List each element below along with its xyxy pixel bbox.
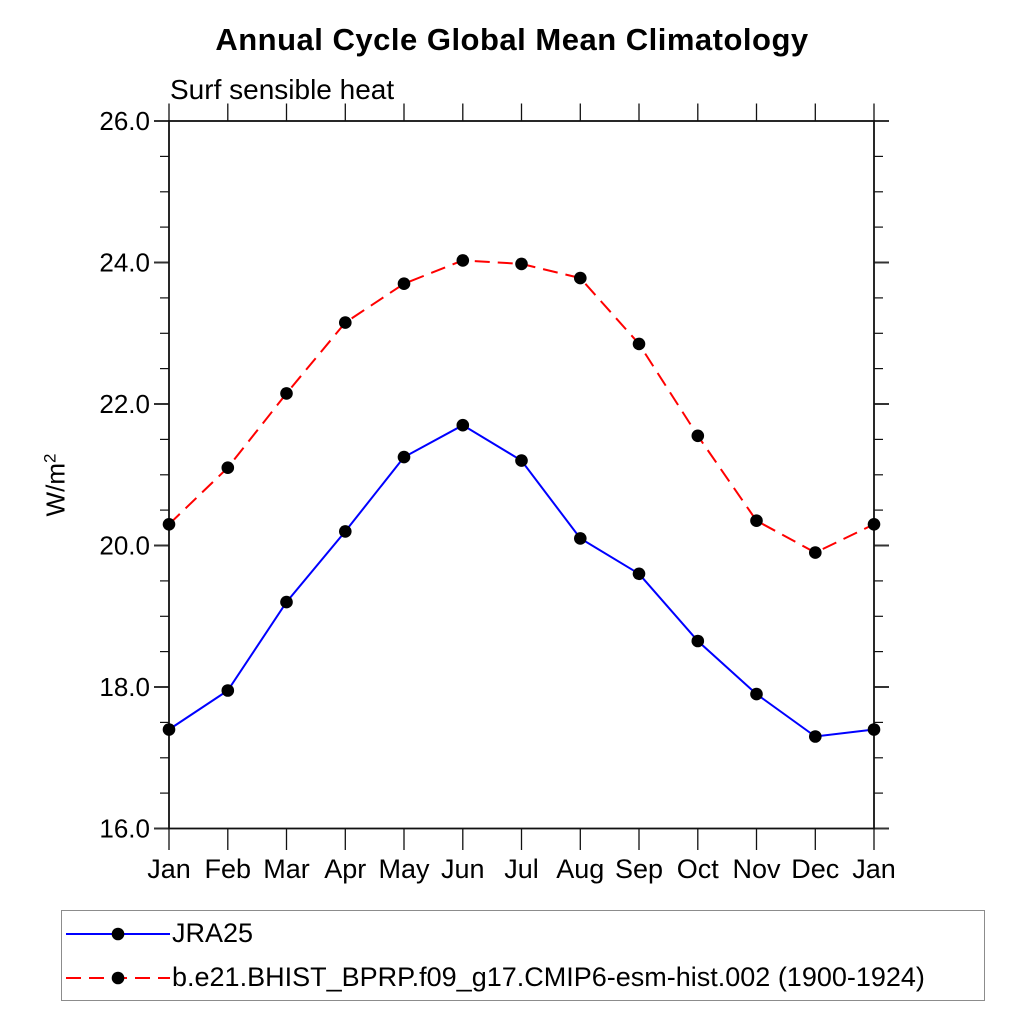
data-point xyxy=(809,730,822,743)
legend-label-cmip6: b.e21.BHIST_BPRP.f09_g17.CMIP6-esm-hist.… xyxy=(172,962,925,992)
data-point xyxy=(750,687,763,701)
y-axis-major-ticks: 16.0 18.0 20.0 22.0 24.0 26.0 xyxy=(99,106,889,844)
legend-label-jra25: JRA25 xyxy=(172,918,254,948)
data-point xyxy=(397,450,411,464)
data-point xyxy=(339,316,352,329)
y-tick-label: 24.0 xyxy=(99,248,150,278)
data-point xyxy=(456,418,470,432)
y-tick-label: 22.0 xyxy=(99,389,150,419)
data-point xyxy=(339,525,352,538)
data-point xyxy=(632,337,646,351)
x-tick-label: Nov xyxy=(732,854,781,884)
data-point xyxy=(691,634,705,648)
data-point xyxy=(632,567,646,581)
x-tick-label: Jul xyxy=(504,854,539,884)
x-tick-label: Aug xyxy=(556,854,604,884)
x-tick-label: May xyxy=(378,854,430,884)
series-line-0 xyxy=(168,424,875,738)
legend: JRA25 b.e21.BHIST_BPRP.f09_g17.CMIP6-esm… xyxy=(61,910,985,1001)
data-point xyxy=(867,518,881,531)
x-tick-label: Feb xyxy=(205,854,252,884)
data-point xyxy=(574,271,587,285)
x-tick-label: Oct xyxy=(677,854,720,884)
series-markers-0 xyxy=(162,418,881,743)
data-point xyxy=(221,461,235,475)
data-point xyxy=(515,257,528,271)
data-point xyxy=(397,277,411,291)
chart-title: Annual Cycle Global Mean Climatology xyxy=(215,22,809,57)
data-point xyxy=(280,595,293,609)
x-tick-label: Mar xyxy=(263,854,310,884)
x-tick-label: Dec xyxy=(791,854,839,884)
data-point xyxy=(162,518,176,531)
legend-entry-jra25: JRA25 xyxy=(66,912,984,956)
data-point xyxy=(162,723,176,736)
x-tick-label: Jan xyxy=(147,854,191,884)
x-axis-ticks: Jan Feb Mar Apr May Jun Jul Aug Sep Oct Nov Dec Jan xyxy=(147,103,896,884)
dashed-line-marker-icon xyxy=(66,971,170,984)
solid-line-marker-icon xyxy=(66,927,170,940)
data-point xyxy=(280,387,293,400)
plot-frame xyxy=(168,120,875,830)
data-point xyxy=(867,723,881,736)
x-tick-label: Sep xyxy=(615,854,663,884)
chart-subtitle: Surf sensible heat xyxy=(170,74,395,105)
y-tick-label: 18.0 xyxy=(99,672,150,702)
y-tick-label: 20.0 xyxy=(99,531,150,561)
legend-entry-cmip6: b.e21.BHIST_BPRP.f09_g17.CMIP6-esm-hist.… xyxy=(66,956,984,1000)
data-point xyxy=(221,684,235,697)
series-markers-1 xyxy=(162,254,881,559)
data-point xyxy=(691,429,705,443)
data-point xyxy=(574,532,587,545)
x-tick-label: Jun xyxy=(441,854,485,884)
x-tick-label: Jan xyxy=(852,854,896,884)
y-tick-label: 26.0 xyxy=(99,106,150,136)
y-axis-minor-ticks xyxy=(160,155,883,794)
data-point xyxy=(809,546,822,559)
x-tick-label: Apr xyxy=(324,854,366,884)
y-tick-label: 16.0 xyxy=(99,814,150,844)
series-line-1 xyxy=(168,259,875,554)
data-point xyxy=(515,454,528,467)
data-point xyxy=(750,514,763,527)
data-point xyxy=(456,254,470,267)
